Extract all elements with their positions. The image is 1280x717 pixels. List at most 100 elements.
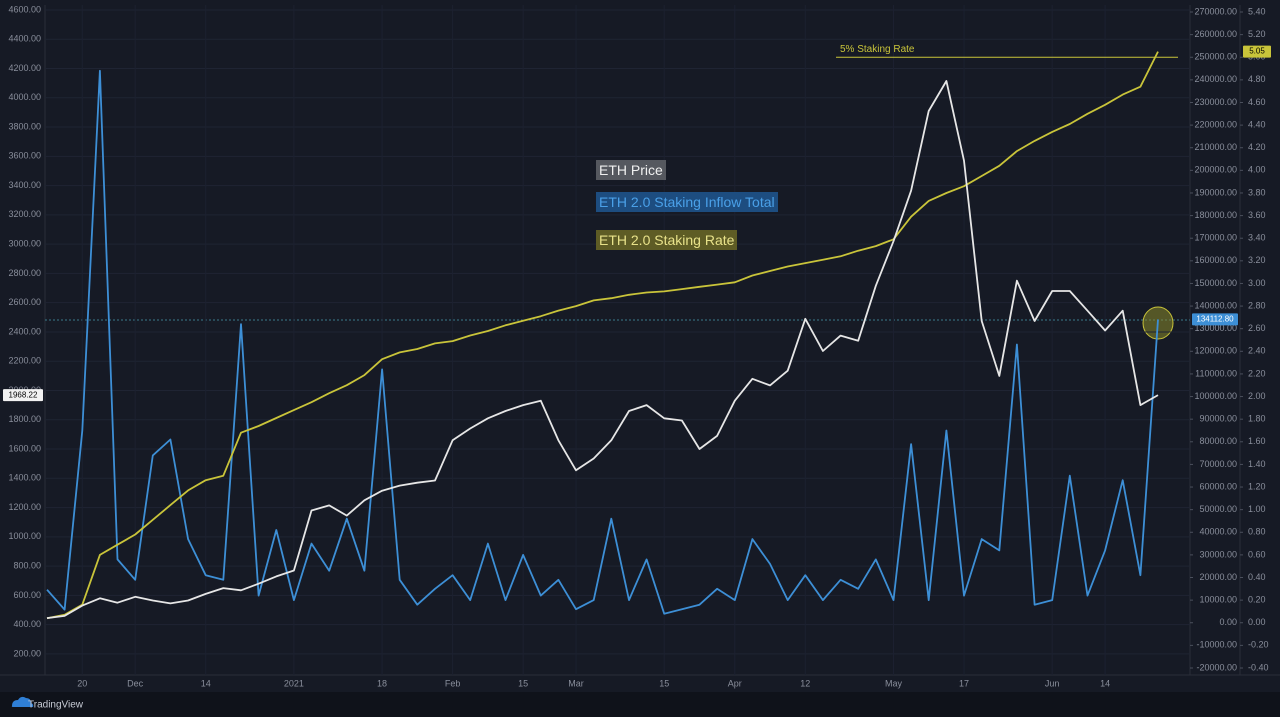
y2-tick-label: 90000.00 [1199,414,1237,424]
x-tick-label: May [885,678,903,688]
y2-tick-label: 270000.00 [1194,6,1237,16]
x-tick-label: 17 [959,678,969,688]
y2-tick-label: 210000.00 [1194,142,1237,152]
y3-tick-label: 2.20 [1248,368,1266,378]
last-value-box [3,389,43,402]
y3-tick-label: 0.80 [1248,527,1266,537]
y-tick-label: 2800.00 [8,268,41,278]
legend-entry: ETH 2.0 Staking Inflow Total [596,192,778,212]
y-tick-label: 3600.00 [8,151,41,161]
y3-tick-label: 1.80 [1248,414,1266,424]
y2-tick-label: 190000.00 [1194,187,1237,197]
y-tick-label: 1800.00 [8,414,41,424]
y3-tick-label: 2.60 [1248,323,1266,333]
x-tick-label: 14 [1100,678,1110,688]
y2-tick-label: 220000.00 [1194,119,1237,129]
brand-logo [11,696,34,707]
x-tick-label: Feb [445,678,461,688]
y2-tick-label: 40000.00 [1199,527,1237,537]
y2-tick-label: -10000.00 [1196,640,1237,650]
x-tick-label: 2021 [284,678,304,688]
y3-tick-label: 4.20 [1248,142,1266,152]
y3-tick-label: 0.20 [1248,595,1266,605]
y-tick-label: 4400.00 [8,34,41,44]
y-tick-label: 3400.00 [8,180,41,190]
y3-tick-label: 3.20 [1248,255,1266,265]
y-tick-label: 4200.00 [8,63,41,73]
x-tick-label: Apr [728,678,742,688]
y3-tick-label: 2.80 [1248,300,1266,310]
y-tick-label: 1400.00 [8,473,41,483]
last-value-label: 5.05 [1249,47,1265,56]
y-tick-label: 600.00 [13,590,41,600]
y2-tick-label: 260000.00 [1194,29,1237,39]
y-tick-label: 2400.00 [8,326,41,336]
y3-tick-label: 1.40 [1248,459,1266,469]
y3-tick-label: 0.40 [1248,572,1266,582]
y-tick-label: 3800.00 [8,121,41,131]
y3-tick-label: 3.60 [1248,210,1266,220]
y-tick-label: 2200.00 [8,356,41,366]
y-tick-label: 3200.00 [8,209,41,219]
y-tick-label: 800.00 [13,560,41,570]
last-value-label: 1968.22 [9,390,38,399]
x-tick-label: 20 [77,678,87,688]
x-tick-label: Jun [1045,678,1060,688]
y2-tick-label: 60000.00 [1199,481,1237,491]
y3-tick-label: 4.40 [1248,119,1266,129]
y-tick-label: 3000.00 [8,239,41,249]
y3-tick-label: 2.00 [1248,391,1266,401]
y3-tick-label: 2.40 [1248,346,1266,356]
brand: TradingView [28,700,84,711]
x-tick-label: Dec [127,678,144,688]
series-line [46,80,1159,619]
y2-tick-label: 10000.00 [1199,595,1237,605]
footer-bar [0,692,1280,717]
x-tick-label: 18 [377,678,387,688]
y3-tick-label: -0.40 [1248,662,1269,672]
x-tick-label: 15 [659,678,669,688]
y3-tick-label: 5.20 [1248,29,1266,39]
y2-tick-label: 80000.00 [1199,436,1237,446]
y2-tick-label: 70000.00 [1199,459,1237,469]
y3-tick-label: 3.00 [1248,278,1266,288]
last-value-box [1243,45,1271,58]
x-tick-label: Mar [568,678,584,688]
legend-entry: ETH 2.0 Staking Rate [596,230,738,250]
y2-tick-label: 240000.00 [1194,74,1237,84]
y2-tick-label: 120000.00 [1194,346,1237,356]
last-value-label: 134112.80 [1196,314,1234,323]
y-tick-label: 1200.00 [8,502,41,512]
y-tick-label: 200.00 [13,648,41,658]
y-tick-label: 1600.00 [8,443,41,453]
y3-tick-label: 3.40 [1248,233,1266,243]
series-line [46,51,1159,620]
y3-tick-label: 4.60 [1248,97,1266,107]
y3-tick-label: 4.80 [1248,74,1266,84]
y-tick-label: 2600.00 [8,297,41,307]
annotation-label: 5% Staking Rate [840,44,915,55]
y3-tick-label: 5.40 [1248,6,1266,16]
y2-tick-label: -20000.00 [1196,662,1237,672]
y2-tick-label: 110000.00 [1195,368,1237,378]
y2-tick-label: 30000.00 [1199,549,1237,559]
y2-tick-label: 230000.00 [1194,97,1237,107]
x-tick-label: 14 [201,678,211,688]
x-tick-label: 12 [800,678,810,688]
y2-tick-label: 20000.00 [1199,572,1237,582]
y2-tick-label: 100000.00 [1194,391,1237,401]
y3-tick-label: 3.80 [1248,187,1266,197]
y2-tick-label: 180000.00 [1194,210,1237,220]
y3-tick-label: 1.00 [1248,504,1266,514]
y-tick-label: 4000.00 [8,92,41,102]
y2-tick-label: 170000.00 [1194,233,1237,243]
y3-tick-label: 1.20 [1248,481,1266,491]
y3-tick-label: 0.00 [1248,617,1266,627]
y3-tick-label: 1.60 [1248,436,1266,446]
y-tick-label: 1000.00 [8,531,41,541]
legend-entry: ETH Price [596,160,666,180]
y3-tick-label: 4.00 [1248,165,1266,175]
